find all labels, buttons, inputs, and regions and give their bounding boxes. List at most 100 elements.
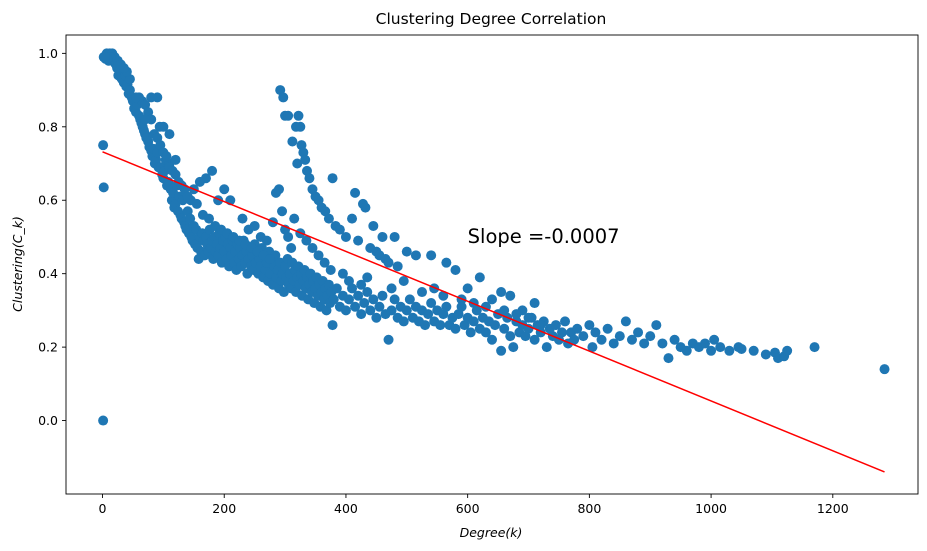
data-point <box>371 312 382 323</box>
data-point <box>170 154 181 165</box>
data-point <box>541 342 552 353</box>
data-points <box>98 48 890 426</box>
data-point <box>450 323 461 334</box>
data-point <box>360 202 371 213</box>
data-point <box>508 342 519 353</box>
data-point <box>377 231 388 242</box>
data-point <box>441 301 452 312</box>
data-point <box>164 129 175 140</box>
data-point <box>158 121 169 132</box>
data-point <box>401 305 412 316</box>
data-point <box>496 345 507 356</box>
data-point <box>620 316 631 327</box>
data-point <box>377 290 388 301</box>
data-point <box>98 140 109 151</box>
y-tick-label: 1.0 <box>38 46 58 61</box>
data-point <box>450 265 461 276</box>
data-point <box>325 265 336 276</box>
data-point <box>261 235 272 246</box>
data-point <box>657 338 668 349</box>
data-point <box>398 276 409 287</box>
data-point <box>207 165 218 176</box>
data-point <box>587 342 598 353</box>
y-tick-label: 0.4 <box>38 266 58 281</box>
x-tick-label: 600 <box>456 501 480 516</box>
data-point <box>596 334 607 345</box>
data-point <box>392 261 403 272</box>
data-point <box>438 290 449 301</box>
data-point <box>499 305 510 316</box>
data-point <box>347 213 358 224</box>
data-point <box>614 331 625 342</box>
data-point <box>572 323 583 334</box>
data-point <box>782 345 793 356</box>
data-point <box>420 320 431 331</box>
data-point <box>313 250 324 261</box>
data-point <box>277 206 288 217</box>
data-point <box>98 415 109 426</box>
data-point <box>353 235 364 246</box>
data-point <box>760 349 771 360</box>
data-point <box>669 334 680 345</box>
data-point <box>328 294 339 305</box>
data-point <box>645 331 656 342</box>
data-point <box>550 320 561 331</box>
data-point <box>389 231 400 242</box>
data-point <box>323 213 334 224</box>
data-point <box>353 290 364 301</box>
data-point <box>560 316 571 327</box>
data-point <box>496 287 507 298</box>
data-point <box>98 182 109 193</box>
plot-frame <box>65 34 919 495</box>
data-point <box>401 246 412 257</box>
data-point <box>626 334 637 345</box>
data-point <box>383 334 394 345</box>
x-tick-label: 1000 <box>695 501 727 516</box>
data-point <box>505 290 516 301</box>
data-point <box>410 250 421 261</box>
data-point <box>651 320 662 331</box>
x-axis-label-text: Degree(k) <box>460 525 523 540</box>
data-point <box>709 334 720 345</box>
data-point <box>462 283 473 294</box>
data-point <box>724 345 735 356</box>
data-point <box>140 114 151 125</box>
data-point <box>423 309 434 320</box>
data-point <box>334 224 345 235</box>
data-point <box>287 136 298 147</box>
data-point <box>264 253 275 264</box>
regression-line <box>102 151 885 473</box>
data-point <box>529 334 540 345</box>
data-point <box>99 52 110 63</box>
data-point <box>300 154 311 165</box>
data-point <box>633 327 644 338</box>
data-point <box>490 320 501 331</box>
data-point <box>356 309 367 320</box>
data-point <box>219 184 230 195</box>
data-point <box>389 294 400 305</box>
data-point <box>417 287 428 298</box>
data-point <box>191 198 202 209</box>
data-point <box>569 334 580 345</box>
data-point <box>465 327 476 338</box>
y-tick-label: 0.6 <box>38 193 58 208</box>
data-point <box>283 110 294 121</box>
data-point <box>511 309 522 320</box>
data-point <box>681 345 692 356</box>
data-point <box>368 220 379 231</box>
data-point <box>301 235 312 246</box>
axis-ticks: 0 200 400 600 800 1000 1200 0.0 0.2 0.4 0.6 0.8 1.0 <box>38 46 849 516</box>
data-point <box>809 342 820 353</box>
data-point <box>340 305 351 316</box>
data-point <box>292 158 303 169</box>
data-point <box>663 353 674 364</box>
data-point <box>343 276 354 287</box>
data-point <box>182 191 193 202</box>
data-point <box>879 364 890 375</box>
data-point <box>602 323 613 334</box>
data-point <box>715 342 726 353</box>
data-point <box>327 320 338 331</box>
data-point <box>590 327 601 338</box>
data-point <box>350 301 361 312</box>
